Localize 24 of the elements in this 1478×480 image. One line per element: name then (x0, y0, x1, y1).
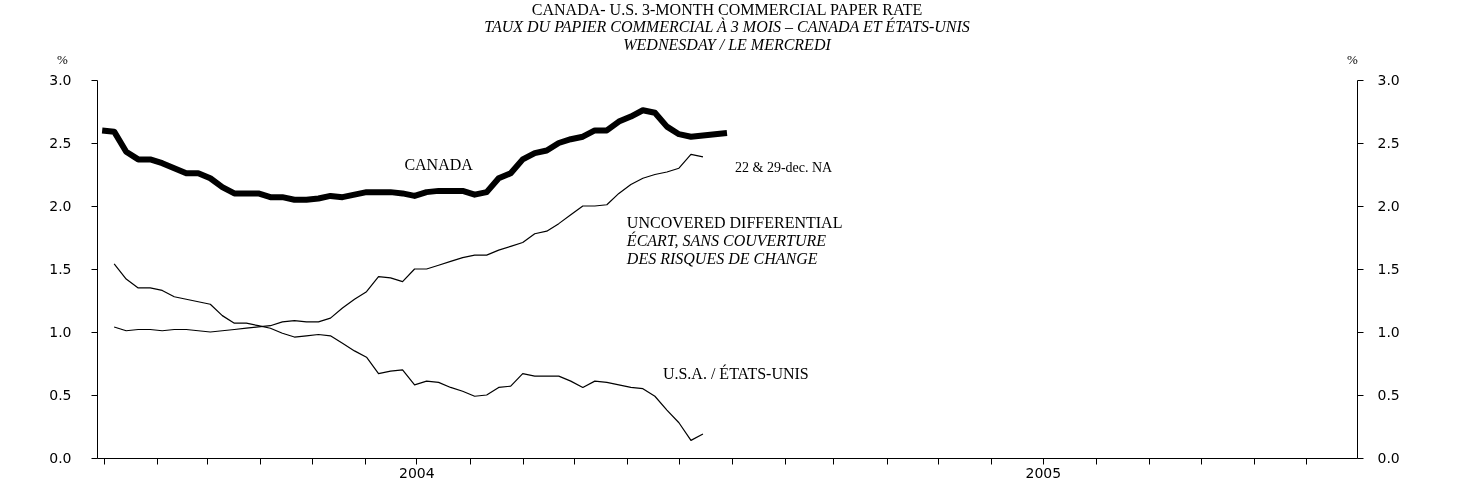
y-axis-title: % (57, 51, 69, 67)
y2-axis-title: % (1347, 51, 1359, 67)
y-tick-label: 0.5 (49, 386, 72, 403)
y2-tick-label: 1.5 (1377, 260, 1400, 277)
y2-tick-label: 3.0 (1377, 71, 1400, 88)
chart-subtitle: TAUX DU PAPIER COMMERCIAL À 3 MOIS – CANADA ET ÉTATS-UNIS WEDNESDAY / LE MERCREDI (484, 17, 970, 53)
y2-tick-label: 0.0 (1377, 449, 1400, 466)
y-tick-label: 2.5 (49, 134, 72, 151)
y-tick-label: 2.0 (49, 197, 72, 214)
y-tick-label: 1.5 (49, 260, 72, 277)
y2-tick-label: 0.5 (1377, 386, 1400, 403)
y-tick-label: 1.0 (49, 323, 72, 340)
series-label: CANADA (404, 155, 474, 173)
y-tick-label: 3.0 (49, 71, 72, 88)
y2-tick-label: 1.0 (1377, 323, 1400, 340)
y2-tick-label: 2.5 (1377, 134, 1400, 151)
series-label: UNCOVERED DIFFERENTIAL ÉCART, SANS COUVERTURE DES RISQUES DE CHANGE (625, 214, 843, 268)
chart-title: CANADA- U.S. 3-MONTH COMMERCIAL PAPER RATE (531, 1, 923, 18)
y-tick-label: 0.0 (49, 449, 72, 466)
x-tick-label: 2004 (398, 464, 435, 480)
y2-tick-label: 2.0 (1377, 197, 1400, 214)
series-label: U.S.A. / ÉTATS-UNIS (662, 364, 809, 383)
x-tick-label: 2005 (1025, 464, 1062, 480)
annotation: 22 & 29-dec. NA (735, 160, 834, 175)
